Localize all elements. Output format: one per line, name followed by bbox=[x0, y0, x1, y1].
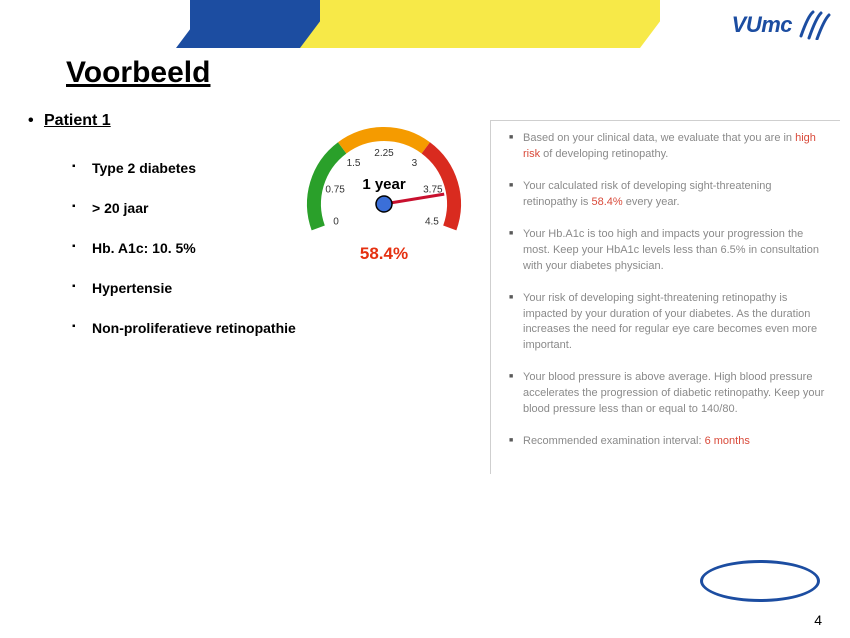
bullet-item: Type 2 diabetes bbox=[92, 160, 296, 176]
info-item: Based on your clinical data, we evaluate… bbox=[509, 131, 828, 163]
bullet-item: Non-proliferatieve retinopathie bbox=[92, 320, 296, 336]
risk-gauge: 00.751.52.2533.754.5 1 year 58.4% bbox=[294, 118, 474, 268]
banner-diag-1 bbox=[176, 0, 212, 48]
svg-text:3: 3 bbox=[412, 158, 418, 169]
info-item: Your blood pressure is above average. Hi… bbox=[509, 370, 828, 418]
bullet-item: Hb. A1c: 10. 5% bbox=[92, 240, 296, 256]
logo-text: VUmc bbox=[732, 12, 792, 38]
gauge-value-label: 58.4% bbox=[294, 244, 474, 264]
slide-title: Voorbeeld bbox=[66, 56, 210, 90]
patient-heading: Patient 1 bbox=[44, 112, 111, 130]
banner-diag-3 bbox=[640, 0, 676, 48]
patient-bullet-list: Type 2 diabetes > 20 jaar Hb. A1c: 10. 5… bbox=[92, 160, 296, 360]
svg-text:4.5: 4.5 bbox=[425, 216, 439, 227]
band-white bbox=[0, 0, 190, 48]
info-item: Recommended examination interval: 6 mont… bbox=[509, 434, 828, 450]
vumc-logo: VUmc bbox=[732, 10, 832, 40]
bullet-item: > 20 jaar bbox=[92, 200, 296, 216]
banner-diag-2 bbox=[300, 0, 336, 48]
logo-mark-icon bbox=[798, 10, 832, 40]
info-item: Your Hb.A1c is too high and impacts your… bbox=[509, 227, 828, 275]
clinical-info-panel: Based on your clinical data, we evaluate… bbox=[490, 120, 840, 474]
gauge-center-label: 1 year bbox=[294, 176, 474, 193]
info-item: Your risk of developing sight-threatenin… bbox=[509, 291, 828, 355]
svg-text:0: 0 bbox=[333, 216, 339, 227]
page-number: 4 bbox=[814, 612, 822, 628]
top-banner: VUmc bbox=[0, 0, 850, 48]
info-item: Your calculated risk of developing sight… bbox=[509, 179, 828, 211]
svg-text:1.5: 1.5 bbox=[347, 158, 361, 169]
bullet-item: Hypertensie bbox=[92, 280, 296, 296]
band-yellow bbox=[320, 0, 660, 48]
svg-text:2.25: 2.25 bbox=[374, 148, 394, 159]
highlight-ellipse bbox=[700, 560, 820, 602]
